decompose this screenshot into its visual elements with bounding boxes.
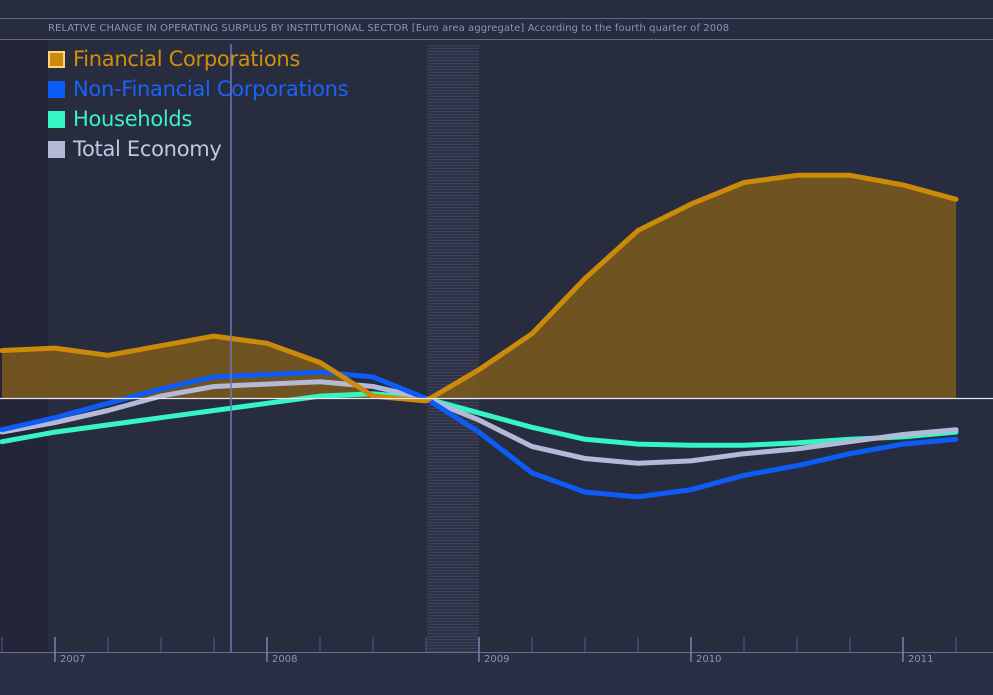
legend-label: Total Economy [73, 137, 222, 161]
legend-label: Households [73, 107, 192, 131]
households-point [796, 441, 799, 444]
households-point [531, 426, 534, 429]
non-financial-corporations-point [54, 416, 57, 419]
financial-corporations-point [319, 361, 322, 364]
chart-title: RELATIVE CHANGE IN OPERATING SURPLUS BY … [48, 23, 729, 34]
financial-corporations-point [107, 354, 110, 357]
legend-swatch [48, 51, 65, 68]
non-financial-corporations-point [478, 431, 481, 434]
total-economy-point [743, 452, 746, 455]
financial-corporations-point [266, 342, 269, 345]
total-economy-point [107, 409, 110, 412]
total-economy-point [160, 395, 163, 398]
legend-item-non-financial-corporations[interactable]: Non-Financial Corporations [48, 74, 348, 104]
x-tick-label: 2007 [60, 654, 85, 665]
legend-swatch [48, 81, 65, 98]
total-economy-point [478, 419, 481, 422]
financial-corporations-point [54, 347, 57, 350]
households-point [690, 444, 693, 447]
financial-corporations-point [160, 344, 163, 347]
highlight-period-band [427, 45, 479, 652]
households-point [584, 438, 587, 441]
financial-corporations-point [531, 332, 534, 335]
non-financial-corporations-point [213, 375, 216, 378]
total-economy-point [796, 447, 799, 450]
financial-corporations-point [902, 183, 905, 186]
non-financial-corporations-point [902, 443, 905, 446]
households-point [319, 395, 322, 398]
total-economy-point [584, 457, 587, 460]
non-financial-corporations-point [107, 402, 110, 405]
non-financial-corporations-point [531, 471, 534, 474]
total-economy-point [902, 433, 905, 436]
households-point [266, 402, 269, 405]
households-point [54, 431, 57, 434]
total-economy-point [54, 421, 57, 424]
non-financial-corporations-point [743, 474, 746, 477]
legend-swatch [48, 141, 65, 158]
financial-corporations-point [690, 203, 693, 206]
total-economy-point [849, 440, 852, 443]
financial-corporations-point [1, 349, 4, 352]
financial-corporations-point [425, 399, 428, 402]
non-financial-corporations-point [160, 387, 163, 390]
x-tick-label: 2011 [908, 654, 933, 665]
legend-label: Non-Financial Corporations [73, 77, 348, 101]
non-financial-corporations-point [266, 373, 269, 376]
non-financial-corporations-point [690, 488, 693, 491]
non-financial-corporations-point [849, 452, 852, 455]
households-point [743, 444, 746, 447]
legend-item-households[interactable]: Households [48, 104, 348, 134]
non-financial-corporations-point [955, 438, 958, 441]
total-economy-point [637, 462, 640, 465]
financial-corporations-point [637, 229, 640, 232]
financial-corporations-point [743, 181, 746, 184]
financial-corporations-point [478, 368, 481, 371]
x-tick-label: 2009 [484, 654, 509, 665]
financial-corporations-point [849, 174, 852, 177]
households-point [160, 416, 163, 419]
households-point [1, 440, 4, 443]
total-economy-point [372, 385, 375, 388]
financial-corporations-point [213, 335, 216, 338]
non-financial-corporations-point [1, 428, 4, 431]
non-financial-corporations-point [584, 491, 587, 494]
total-economy-point [690, 459, 693, 462]
households-point [107, 423, 110, 426]
x-tick-label: 2010 [696, 654, 721, 665]
total-economy-point [266, 383, 269, 386]
legend-item-total-economy[interactable]: Total Economy [48, 134, 348, 164]
financial-corporations-point [584, 277, 587, 280]
total-economy-point [319, 380, 322, 383]
non-financial-corporations-point [796, 464, 799, 467]
total-economy-point [955, 428, 958, 431]
non-financial-corporations-point [637, 495, 640, 498]
x-tick-label: 2008 [272, 654, 297, 665]
financial-corporations-point [955, 198, 958, 201]
non-financial-corporations-point [319, 371, 322, 374]
total-economy-point [213, 385, 216, 388]
households-point [478, 411, 481, 414]
legend: Financial Corporations Non-Financial Cor… [48, 44, 348, 164]
non-financial-corporations-point [372, 375, 375, 378]
financial-corporations-point [796, 174, 799, 177]
households-point [213, 409, 216, 412]
financial-corporations-point [372, 395, 375, 398]
legend-item-financial-corporations[interactable]: Financial Corporations [48, 44, 348, 74]
total-economy-point [531, 445, 534, 448]
legend-label: Financial Corporations [73, 47, 300, 71]
households-point [637, 443, 640, 446]
legend-swatch [48, 111, 65, 128]
